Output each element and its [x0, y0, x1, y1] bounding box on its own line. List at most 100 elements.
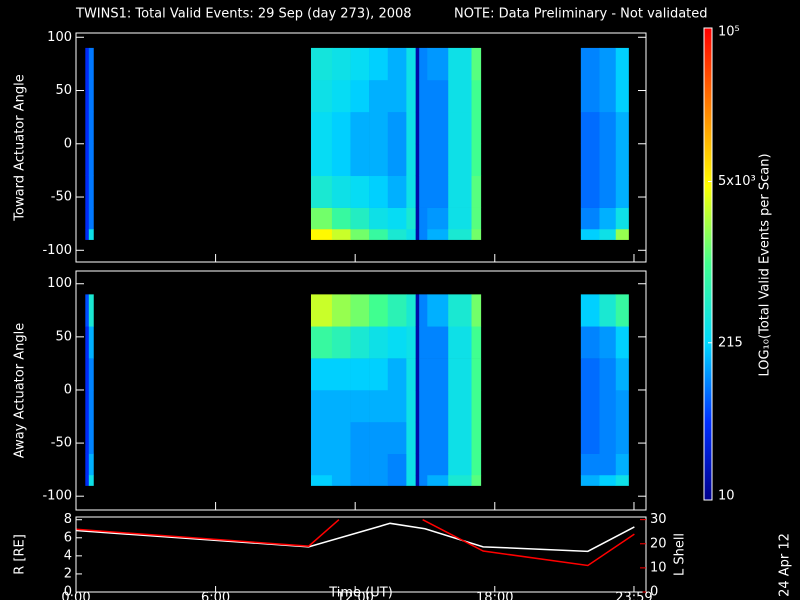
heatmap-cell: [85, 389, 90, 423]
heatmap-cell: [415, 453, 420, 476]
heatmap-cell: [387, 453, 407, 476]
heatmap-cell: [415, 207, 420, 230]
heatmap-cell: [88, 389, 94, 423]
colorbar-cell: [704, 294, 712, 297]
colorbar-cell: [704, 372, 712, 375]
colorbar-cell: [704, 168, 712, 171]
heatmap-cell: [580, 228, 600, 240]
heatmap-cell: [331, 389, 351, 423]
colorbar-cell: [704, 74, 712, 77]
heatmap-cell: [471, 143, 482, 177]
colorbar-cell: [704, 426, 712, 429]
colorbar-cell: [704, 58, 712, 61]
colorbar-cell: [704, 38, 712, 41]
colorbar-cell: [704, 72, 712, 75]
colorbar-cell: [704, 338, 712, 341]
heatmap-cell: [419, 453, 428, 476]
colorbar-cell: [704, 378, 712, 381]
colorbar-cell: [704, 100, 712, 103]
y-tick-label: -50: [51, 190, 72, 205]
colorbar-cell: [704, 496, 712, 499]
heatmap-cell: [415, 294, 420, 327]
colorbar-tick-label: 215: [718, 335, 743, 350]
heatmap-cell: [599, 207, 617, 230]
colorbar-cell: [704, 272, 712, 275]
heatmap-cell: [369, 474, 389, 486]
colorbar-cell: [704, 300, 712, 303]
colorbar-cell: [704, 142, 712, 145]
y-tick-label: 50: [55, 83, 72, 98]
colorbar-cell: [704, 244, 712, 247]
colorbar-cell: [704, 70, 712, 73]
colorbar-cell: [704, 86, 712, 89]
colorbar-cell: [704, 214, 712, 217]
heatmap-cell: [406, 389, 416, 423]
colorbar-cell: [704, 82, 712, 85]
heatmap-cell: [85, 453, 90, 476]
colorbar-cell: [704, 206, 712, 209]
heatmap-cell: [419, 175, 428, 208]
heatmap-cell: [369, 453, 389, 476]
heatmap-cell: [387, 175, 407, 208]
heatmap-cell: [310, 326, 333, 359]
colorbar-cell: [704, 398, 712, 401]
heatmap-cell: [406, 207, 416, 230]
colorbar-cell: [704, 328, 712, 331]
colorbar-cell: [704, 472, 712, 475]
y2-axis-label: L Shell: [673, 533, 688, 576]
colorbar-cell: [704, 382, 712, 385]
colorbar-cell: [704, 322, 712, 325]
colorbar-cell: [704, 330, 712, 333]
colorbar-cell: [704, 340, 712, 343]
heatmap-cell: [599, 326, 617, 359]
colorbar-cell: [704, 104, 712, 107]
colorbar-cell: [704, 420, 712, 423]
colorbar-cell: [704, 252, 712, 255]
y-tick-label: 6: [64, 530, 72, 545]
y-tick-label: 100: [47, 276, 72, 291]
heatmap-cell: [427, 326, 449, 359]
colorbar-cell: [704, 448, 712, 451]
heatmap-cell: [419, 228, 428, 240]
colorbar-cell: [704, 446, 712, 449]
heatmap-cell: [369, 358, 389, 391]
colorbar-cell: [704, 418, 712, 421]
heatmap-cell: [406, 358, 416, 391]
colorbar-cell: [704, 284, 712, 287]
x-tick-label: 18:00: [476, 591, 513, 600]
colorbar-cell: [704, 138, 712, 141]
colorbar-cell: [704, 62, 712, 65]
heatmap-cell: [406, 474, 416, 486]
heatmap-cell: [599, 228, 617, 240]
colorbar-cell: [704, 488, 712, 491]
y-tick-label: 0: [64, 382, 72, 397]
heatmap-cell: [580, 474, 600, 486]
heatmap-cell: [599, 294, 617, 327]
y-tick-label: 0: [64, 585, 72, 600]
colorbar-cell: [704, 68, 712, 71]
heatmap-cell: [415, 389, 420, 423]
heatmap-cell: [331, 453, 351, 476]
colorbar-cell: [704, 386, 712, 389]
colorbar-cell: [704, 310, 712, 313]
colorbar-cell: [704, 336, 712, 339]
heatmap-cell: [331, 421, 351, 455]
heatmap-cell: [615, 474, 629, 486]
heatmap-cell: [350, 228, 370, 240]
colorbar-cell: [704, 186, 712, 189]
heatmap-cell: [580, 294, 600, 327]
heatmap-cell: [615, 79, 629, 113]
heatmap-cell: [369, 228, 389, 240]
y-tick-label: -50: [51, 436, 72, 451]
heatmap-cell: [448, 175, 472, 208]
colorbar-cell: [704, 154, 712, 157]
colorbar-cell: [704, 440, 712, 443]
heatmap-cell: [387, 294, 407, 327]
colorbar-label: LOG₁₀(Total Valid Events per Scan): [758, 153, 773, 376]
y-tick-label: 0: [64, 136, 72, 151]
heatmap-cell: [85, 474, 90, 486]
colorbar-cell: [704, 476, 712, 479]
heatmap-cell: [448, 294, 472, 327]
colorbar-cell: [704, 414, 712, 417]
heatmap-cell: [415, 421, 420, 455]
